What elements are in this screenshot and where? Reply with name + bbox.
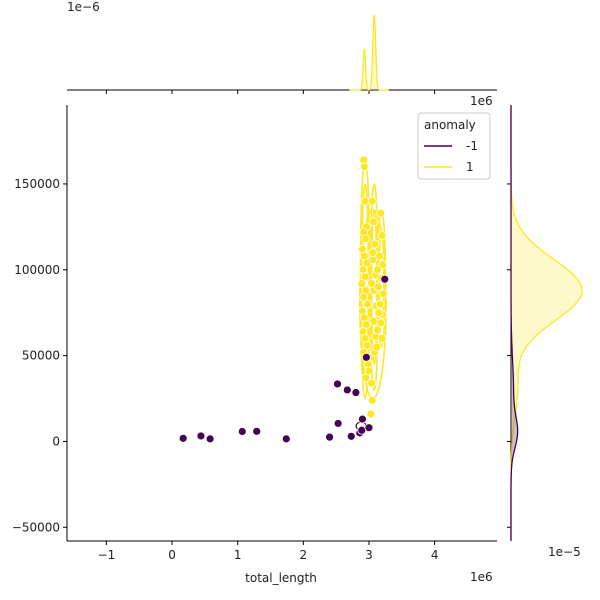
point-neg1 — [281, 434, 291, 444]
point-pos1 — [378, 260, 388, 270]
point-pos1 — [377, 231, 387, 240]
top-marginal-fill — [349, 15, 389, 90]
point-neg1 — [380, 274, 390, 284]
point-pos1 — [376, 208, 386, 218]
point-neg1 — [237, 427, 247, 436]
point-neg1 — [252, 426, 262, 436]
point-pos1 — [375, 299, 385, 309]
right-marginal-fill-neg1 — [511, 105, 518, 541]
point-pos1 — [372, 342, 382, 352]
series-pos1 — [357, 155, 388, 419]
point-neg1 — [178, 433, 188, 443]
point-pos1 — [361, 373, 371, 383]
point-neg1 — [361, 352, 371, 362]
point-neg1 — [325, 432, 334, 442]
main-plot-area: −1 0 1 2 3 4 −50000 0 50000 100000 150000 — [12, 105, 497, 562]
point-neg1 — [205, 434, 215, 444]
y-tick-label: 50000 — [22, 349, 60, 363]
right-marginal-kde-neg1 — [510, 105, 519, 541]
x-tick-label: 4 — [431, 548, 439, 562]
series-neg1 — [178, 274, 390, 444]
point-neg1 — [364, 423, 374, 433]
point-pos1 — [359, 292, 369, 302]
point-pos1 — [367, 395, 377, 405]
top-marginal-plot — [67, 14, 497, 94]
y-tick-label: 100000 — [14, 263, 60, 277]
point-pos1 — [361, 234, 371, 244]
point-neg1 — [342, 385, 352, 395]
point-pos1 — [373, 325, 382, 335]
top-offset-label: 1e−6 — [67, 0, 100, 14]
legend-title: anomaly — [424, 118, 476, 132]
x-axis-label: total_length — [245, 571, 317, 585]
right-marginal-fill-pos1 — [511, 105, 582, 541]
x-tick-label: 1 — [234, 548, 242, 562]
point-pos1 — [363, 299, 373, 309]
point-neg1 — [346, 431, 356, 441]
point-pos1 — [379, 289, 388, 299]
y-offset-label: 1e6 — [470, 94, 493, 108]
point-pos1 — [377, 334, 387, 343]
legend: anomaly -1 1 — [417, 112, 491, 180]
point-pos1 — [360, 196, 370, 206]
point-neg1 — [333, 379, 342, 389]
point-pos1 — [375, 251, 384, 261]
point-pos1 — [373, 282, 383, 292]
point-neg1 — [333, 419, 343, 428]
point-neg1 — [358, 414, 367, 424]
x-offset-label: 1e6 — [470, 570, 493, 584]
point-pos1 — [367, 378, 377, 388]
y-tick-label: −50000 — [12, 520, 60, 534]
x-tick-label: 0 — [168, 548, 176, 562]
x-tick-label: −1 — [98, 548, 116, 562]
point-neg1 — [196, 431, 206, 441]
x-tick-label: 2 — [300, 548, 308, 562]
point-pos1 — [369, 316, 378, 326]
legend-label-pos1: 1 — [466, 160, 474, 174]
point-pos1 — [370, 239, 380, 249]
point-pos1 — [374, 308, 384, 318]
y-tick-label: 0 — [52, 434, 60, 448]
right-marginal-plot — [507, 105, 583, 541]
point-pos1 — [359, 162, 369, 172]
point-pos1 — [369, 217, 378, 227]
point-pos1 — [366, 409, 376, 419]
right-offset-label: 1e−5 — [548, 545, 581, 559]
top-marginal-kde — [349, 14, 389, 91]
point-pos1 — [357, 279, 367, 288]
point-neg1 — [351, 388, 361, 397]
y-tick-label: 150000 — [14, 177, 60, 191]
point-neg1 — [357, 425, 367, 435]
legend-box — [417, 112, 491, 180]
point-pos1 — [367, 196, 377, 206]
x-tick-label: 3 — [365, 548, 373, 562]
point-pos1 — [373, 265, 382, 275]
legend-label-neg1: -1 — [466, 139, 478, 153]
